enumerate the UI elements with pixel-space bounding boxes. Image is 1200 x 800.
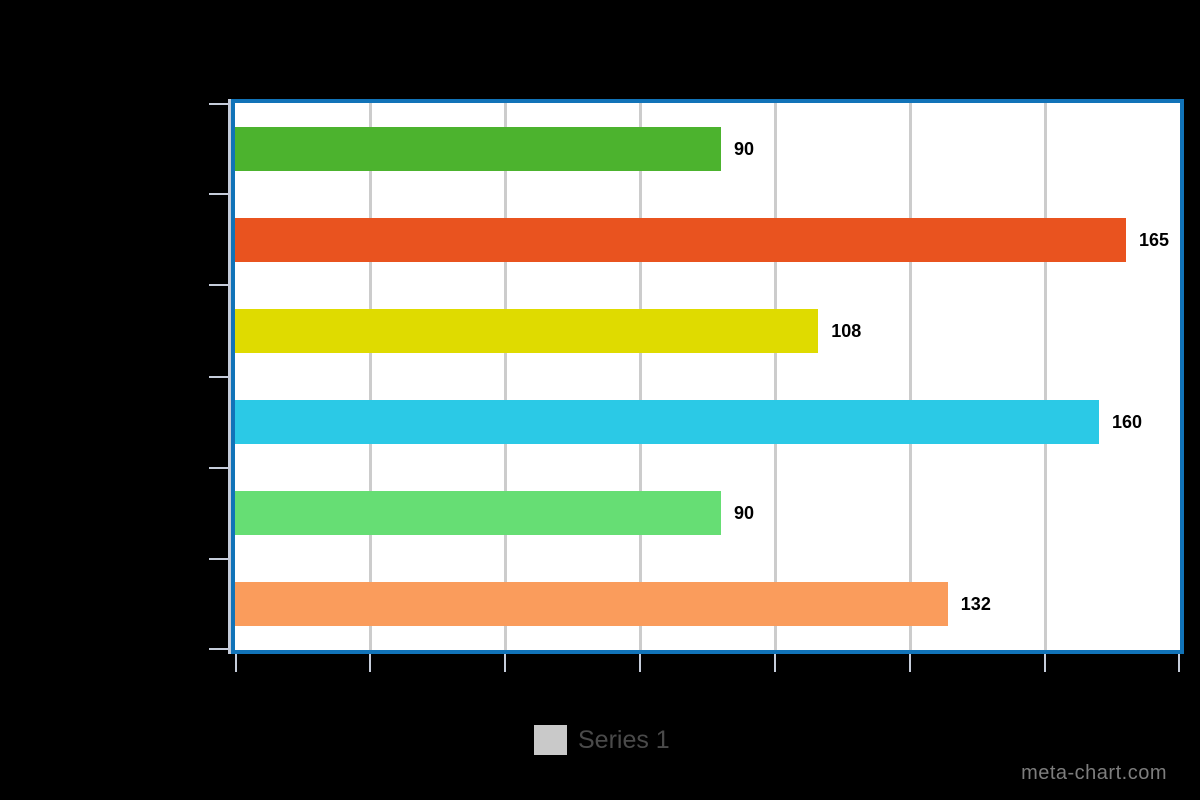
bar-value-label: 90 bbox=[734, 503, 755, 524]
bar-value-label: 160 bbox=[1112, 412, 1143, 433]
x-axis-tick bbox=[774, 654, 776, 672]
watermark: meta-chart.com bbox=[1021, 762, 1167, 784]
bar bbox=[235, 308, 819, 353]
y-axis-tick bbox=[209, 375, 231, 378]
legend-label: Series 1 bbox=[578, 725, 670, 754]
x-axis-ticks bbox=[235, 654, 1180, 672]
bar-value-label: 132 bbox=[960, 594, 991, 615]
plot-area: 90 165 108 160 90 132 bbox=[231, 99, 1184, 654]
gridline bbox=[773, 103, 777, 650]
gridlines bbox=[235, 103, 1180, 650]
bar-value-label: 165 bbox=[1139, 229, 1170, 250]
bar-value-label: 90 bbox=[734, 138, 755, 159]
bar bbox=[235, 126, 721, 171]
bar bbox=[235, 491, 721, 536]
y-axis-ticks bbox=[209, 103, 231, 650]
y-axis-tick bbox=[209, 103, 231, 105]
bar bbox=[235, 582, 948, 627]
bar bbox=[235, 217, 1126, 262]
x-axis-tick bbox=[504, 654, 506, 672]
y-axis-tick bbox=[209, 648, 231, 650]
y-axis-tick bbox=[209, 466, 231, 469]
gridline bbox=[1043, 103, 1047, 650]
bars: 90 165 108 160 90 132 bbox=[235, 103, 1180, 650]
gridline bbox=[503, 103, 507, 650]
y-axis-tick bbox=[209, 557, 231, 560]
x-axis-tick bbox=[1178, 654, 1180, 672]
y-axis-tick bbox=[209, 193, 231, 196]
bar bbox=[235, 400, 1099, 445]
legend-swatch bbox=[534, 725, 567, 755]
gridline bbox=[908, 103, 912, 650]
y-axis-tick bbox=[209, 284, 231, 287]
gridline bbox=[638, 103, 642, 650]
x-axis-tick bbox=[235, 654, 237, 672]
x-axis-tick bbox=[369, 654, 371, 672]
bar-value-label: 108 bbox=[831, 320, 862, 341]
x-axis-tick bbox=[639, 654, 641, 672]
x-axis-tick bbox=[1044, 654, 1046, 672]
gridline bbox=[368, 103, 372, 650]
legend: Series 1 bbox=[534, 725, 670, 755]
x-axis-tick bbox=[909, 654, 911, 672]
